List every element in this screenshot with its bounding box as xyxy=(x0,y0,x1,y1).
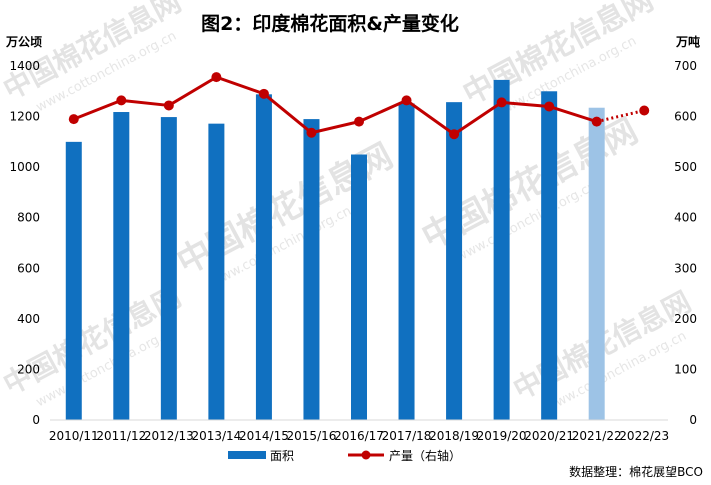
right-tick-label: 100 xyxy=(674,362,697,376)
production-point xyxy=(401,95,412,106)
watermark-brand: 中国棉花信息网 xyxy=(457,0,659,112)
production-point xyxy=(354,116,364,127)
area-bar xyxy=(65,141,82,420)
x-tick-label: 2017/18 xyxy=(382,429,432,443)
chart-title: 图2：印度棉花面积&产量变化 xyxy=(201,12,459,35)
left-tick-label: 1200 xyxy=(9,110,40,124)
production-line-dotted xyxy=(596,109,645,124)
area-bar xyxy=(588,107,605,420)
left-tick-label: 200 xyxy=(17,362,40,376)
x-tick-label: 2011/12 xyxy=(96,429,146,443)
left-tick-label: 600 xyxy=(17,261,40,275)
x-tick-label: 2016/17 xyxy=(334,429,384,443)
left-tick-label: 0 xyxy=(32,413,40,427)
watermark-brand: 中国棉花信息网 xyxy=(0,0,186,106)
left-axis-ticks: 0 200 400 600 800 1000 1200 1400 xyxy=(9,59,40,427)
right-tick-label: 500 xyxy=(674,160,697,174)
x-axis-ticks: 2010/112011/122012/132013/142014/152015/… xyxy=(49,429,669,443)
x-tick-label: 2012/13 xyxy=(144,429,194,443)
production-point xyxy=(68,114,79,125)
right-tick-label: 600 xyxy=(674,110,697,124)
production-point xyxy=(163,100,174,111)
right-tick-label: 700 xyxy=(674,59,697,73)
left-tick-label: 800 xyxy=(17,211,40,225)
legend-bar-swatch xyxy=(228,451,266,459)
left-tick-label: 1000 xyxy=(9,160,40,174)
area-bar xyxy=(446,102,463,420)
area-bar xyxy=(208,123,225,420)
source-note: 数据整理：棉花展望BCO xyxy=(569,464,703,479)
x-tick-label: 2022/23 xyxy=(619,429,669,443)
production-point xyxy=(211,72,222,83)
x-tick-label: 2020/21 xyxy=(524,429,574,443)
left-axis-title: 万公顷 xyxy=(5,35,42,49)
production-point xyxy=(116,95,127,106)
production-point xyxy=(544,101,555,112)
legend: 面积 产量（右轴） xyxy=(228,448,461,463)
x-tick-label: 2013/14 xyxy=(191,429,241,443)
legend-line-label: 产量（右轴） xyxy=(389,448,461,463)
area-bar xyxy=(493,79,510,421)
x-tick-label: 2019/20 xyxy=(477,429,527,443)
right-axis-title: 万吨 xyxy=(675,34,700,49)
area-bar xyxy=(113,112,130,421)
x-tick-label: 2015/16 xyxy=(287,429,337,443)
production-point xyxy=(591,116,602,127)
legend-bar-label: 面积 xyxy=(270,449,294,463)
production-line-solid xyxy=(73,75,598,136)
production-point xyxy=(306,127,317,138)
right-tick-label: 300 xyxy=(674,261,697,275)
left-tick-label: 400 xyxy=(17,312,40,326)
production-point xyxy=(639,105,650,116)
area-bar xyxy=(398,103,415,421)
right-tick-label: 200 xyxy=(674,312,697,326)
right-axis-ticks: 0 100 200 300 400 500 600 700 xyxy=(674,59,697,427)
production-point xyxy=(258,88,269,99)
production-point xyxy=(496,97,507,108)
legend-line-marker xyxy=(361,450,371,460)
left-tick-label: 1400 xyxy=(9,59,40,73)
production-line xyxy=(68,72,650,140)
right-tick-label: 0 xyxy=(689,413,697,427)
area-bar xyxy=(351,154,367,420)
right-tick-label: 400 xyxy=(674,211,697,225)
area-bar xyxy=(255,94,272,420)
production-point xyxy=(449,129,460,140)
area-bar xyxy=(303,119,320,420)
area-bar xyxy=(541,91,558,421)
x-tick-label: 2018/19 xyxy=(429,429,479,443)
x-tick-label: 2021/22 xyxy=(572,429,622,443)
area-bars xyxy=(65,79,605,421)
x-tick-label: 2014/15 xyxy=(239,429,289,443)
x-tick-label: 2010/11 xyxy=(49,429,99,443)
area-bar xyxy=(160,117,177,420)
